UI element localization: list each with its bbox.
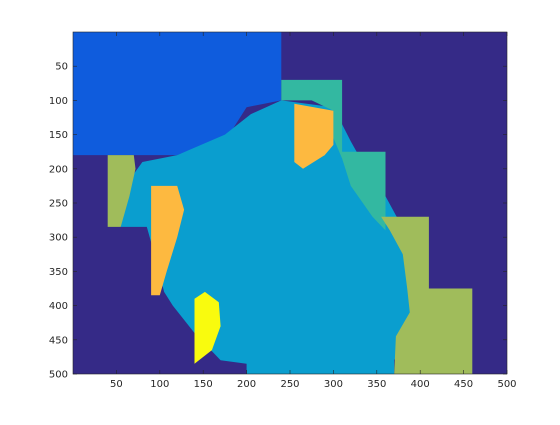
region-left-olive bbox=[107, 155, 136, 227]
region-yellow-bottom bbox=[194, 291, 221, 364]
region-orange-left bbox=[151, 185, 185, 296]
x-tick-label: 500 bbox=[497, 379, 516, 390]
x-tick-label: 50 bbox=[110, 379, 123, 390]
y-tick-label: 250 bbox=[49, 199, 68, 210]
region-orange-top bbox=[294, 103, 334, 169]
y-tick-label: 50 bbox=[55, 62, 68, 73]
x-tick-label: 250 bbox=[280, 379, 299, 390]
region-right-teal bbox=[281, 79, 386, 231]
x-tick-label: 150 bbox=[194, 379, 213, 390]
y-tick-label: 500 bbox=[49, 370, 68, 381]
x-tick-label: 400 bbox=[411, 379, 430, 390]
y-tick-label: 300 bbox=[49, 233, 68, 244]
axes: 50 100 150 200 250 300 350 400 450 500 50 100 150 200… bbox=[49, 31, 517, 390]
x-tick-label: 300 bbox=[324, 379, 343, 390]
y-tick-label: 350 bbox=[49, 267, 68, 278]
x-tick-label: 100 bbox=[150, 379, 169, 390]
region-layer bbox=[73, 32, 473, 374]
x-tick-label: 200 bbox=[237, 379, 256, 390]
y-tick-label: 200 bbox=[49, 164, 68, 175]
x-tick-label: 350 bbox=[367, 379, 386, 390]
y-tick-label: 400 bbox=[49, 301, 68, 312]
region-top-left bbox=[73, 32, 282, 156]
y-tick-label: 150 bbox=[49, 130, 68, 141]
region-right-olive-lower bbox=[394, 288, 473, 374]
y-tick-label: 100 bbox=[49, 96, 68, 107]
region-right-olive-upper bbox=[381, 216, 429, 289]
y-tick-label: 450 bbox=[49, 335, 68, 346]
x-tick-label: 450 bbox=[454, 379, 473, 390]
